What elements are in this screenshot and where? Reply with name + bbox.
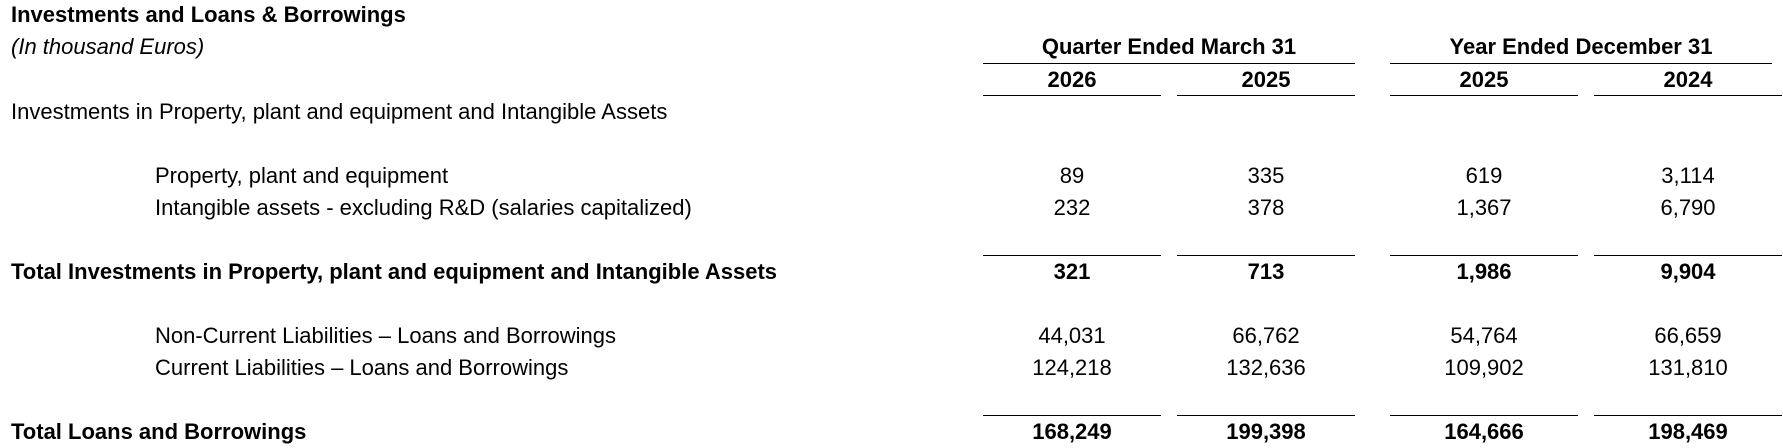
table-cell: 168,249 — [1032, 419, 1112, 444]
row-label-current-liabilities: Current Liabilities – Loans and Borrowin… — [155, 355, 569, 380]
row-label-noncurrent-liabilities: Non-Current Liabilities – Loans and Borr… — [155, 323, 617, 348]
table-cell: 199,398 — [1226, 419, 1306, 444]
table-cell: 109,902 — [1444, 355, 1524, 380]
row-label-ppe: Property, plant and equipment — [155, 163, 449, 188]
row-label-total-investments: Total Investments in Property, plant and… — [11, 259, 778, 284]
total-rule-1 — [983, 255, 1161, 256]
total-loans-rule-3 — [1390, 415, 1578, 416]
table-cell: 124,218 — [1032, 355, 1112, 380]
group-rule-year — [1390, 63, 1772, 64]
total-rule-2 — [1177, 255, 1355, 256]
group-header-year: Year Ended December 31 — [1449, 34, 1713, 59]
table-cell: 3,114 — [1661, 163, 1715, 188]
table-title: Investments and Loans & Borrowings — [11, 2, 406, 27]
total-loans-rule-4 — [1594, 415, 1782, 416]
table-cell: 378 — [1247, 195, 1285, 220]
row-label-intangibles: Intangible assets - excluding R&D (salar… — [155, 195, 692, 220]
total-loans-rule-2 — [1177, 415, 1355, 416]
column-header-2: 2025 — [1241, 67, 1291, 92]
group-header-quarter: Quarter Ended March 31 — [1041, 34, 1297, 59]
table-cell: 9,904 — [1660, 259, 1716, 284]
table-cell: 713 — [1247, 259, 1285, 284]
table-cell: 131,810 — [1648, 355, 1728, 380]
table-cell: 198,469 — [1648, 419, 1728, 444]
table-cell: 1,986 — [1456, 259, 1512, 284]
table-cell: 164,666 — [1444, 419, 1524, 444]
table-cell: 619 — [1465, 163, 1503, 188]
column-header-4: 2024 — [1663, 67, 1713, 92]
total-loans-rule-1 — [983, 415, 1161, 416]
table-cell: 44,031 — [1038, 323, 1106, 348]
table-cell: 232 — [1053, 195, 1091, 220]
header-rule-3 — [1390, 95, 1578, 96]
table-cell: 6,790 — [1660, 195, 1716, 220]
table-cell: 132,636 — [1226, 355, 1306, 380]
table-cell: 335 — [1247, 163, 1285, 188]
table-cell: 66,659 — [1654, 323, 1722, 348]
total-rule-3 — [1390, 255, 1578, 256]
section-heading: Investments in Property, plant and equip… — [11, 99, 668, 124]
header-rule-4 — [1594, 95, 1782, 96]
row-label-total-loans: Total Loans and Borrowings — [11, 419, 307, 444]
table-cell: 66,762 — [1232, 323, 1300, 348]
table-cell: 321 — [1053, 259, 1091, 284]
table-cell: 1,367 — [1456, 195, 1512, 220]
group-rule-quarter — [983, 63, 1355, 64]
table-cell: 89 — [1059, 163, 1085, 188]
table-cell: 54,764 — [1450, 323, 1518, 348]
header-rule-1 — [983, 95, 1161, 96]
table-subtitle: (In thousand Euros) — [11, 34, 205, 59]
column-header-1: 2026 — [1047, 67, 1097, 92]
header-rule-2 — [1177, 95, 1355, 96]
total-rule-4 — [1594, 255, 1782, 256]
column-header-3: 2025 — [1459, 67, 1509, 92]
